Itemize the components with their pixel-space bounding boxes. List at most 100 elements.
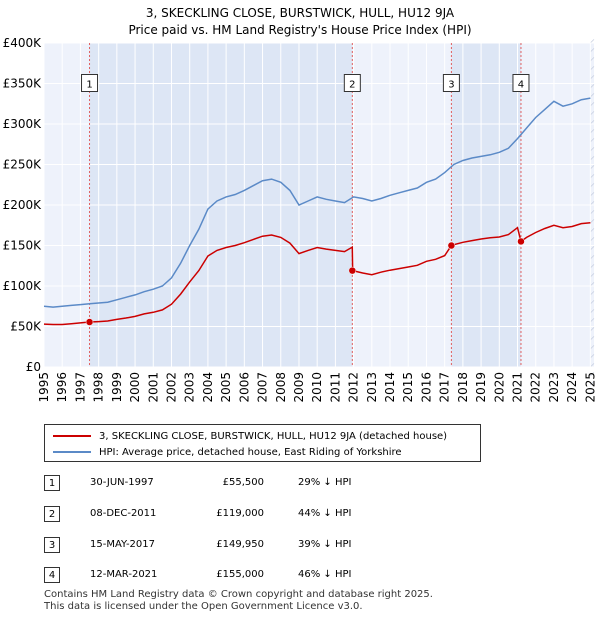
hatch-line: [590, 336, 595, 341]
legend-swatch-hpi: [53, 451, 91, 453]
hatch-line: [590, 363, 595, 368]
hatch-line: [590, 147, 595, 152]
y-tick-label: £100K: [3, 279, 43, 293]
x-tick-label: 1997: [73, 372, 87, 403]
transaction-date: 08-DEC-2011: [90, 508, 157, 519]
hatch-line: [590, 309, 595, 314]
y-tick-label: £50K: [10, 320, 42, 334]
hatch-line: [590, 66, 595, 71]
x-tick-label: 2004: [201, 372, 215, 403]
y-tick-label: £150K: [3, 239, 43, 253]
legend-label-property: 3, SKECKLING CLOSE, BURSTWICK, HULL, HU1…: [99, 430, 448, 442]
x-tick-label: 2021: [511, 372, 525, 403]
x-tick-label: 2009: [292, 372, 306, 403]
x-tick-label: 2010: [310, 372, 324, 403]
hatch-line: [590, 84, 595, 89]
sale-marker-label: 3: [448, 80, 454, 91]
hatch-line: [590, 201, 595, 206]
hatch-line: [590, 210, 595, 215]
hatch-line: [590, 192, 595, 197]
footer-licence: This data is licensed under the Open Gov…: [44, 601, 363, 612]
x-tick-label: 2017: [438, 372, 452, 403]
x-tick-label: 2007: [256, 372, 270, 403]
legend-label-hpi: HPI: Average price, detached house, East…: [99, 446, 402, 458]
legend-item-property: 3, SKECKLING CLOSE, BURSTWICK, HULL, HU1…: [53, 428, 447, 444]
legend-swatch-property: [53, 435, 91, 437]
transaction-date: 15-MAY-2017: [90, 539, 156, 550]
x-tick-label: 2006: [237, 372, 251, 403]
hatch-line: [590, 93, 595, 98]
hatch-line: [590, 282, 595, 287]
y-tick-label: £300K: [3, 117, 43, 131]
x-tick-label: 2013: [365, 372, 379, 403]
legend-item-hpi: HPI: Average price, detached house, East…: [53, 444, 402, 460]
hatch-line: [590, 228, 595, 233]
sale-marker-label: 1: [86, 80, 92, 91]
x-tick-label: 2005: [219, 372, 233, 403]
hatch-line: [590, 57, 595, 62]
hatch-line: [590, 327, 595, 332]
hatch-line: [590, 156, 595, 161]
sale-marker-box: [512, 74, 530, 92]
sale-marker-box: [81, 74, 99, 92]
hatch-line: [590, 246, 595, 251]
x-tick-label: 2003: [183, 372, 197, 403]
hatch-line: [590, 174, 595, 179]
transaction-number: 1: [44, 475, 60, 491]
chart-title: 3, SKECKLING CLOSE, BURSTWICK, HULL, HU1…: [145, 6, 455, 20]
transaction-hpi-diff: 44% ↓ HPI: [298, 508, 352, 519]
x-tick-label: 2022: [529, 372, 543, 403]
x-tick-label: 2002: [164, 372, 178, 403]
sale-marker-box: [343, 74, 361, 92]
y-tick-label: £350K: [3, 77, 43, 91]
x-tick-label: 2016: [419, 372, 433, 403]
hatch-line: [590, 345, 595, 350]
transaction-number: 4: [44, 567, 60, 583]
hpi-series-line: [43, 97, 591, 308]
x-tick-label: 2020: [492, 372, 506, 403]
y-tick-label: £200K: [3, 198, 43, 212]
x-tick-label: 1999: [110, 372, 124, 403]
x-tick-label: 2000: [128, 372, 142, 403]
transaction-hpi-diff: 29% ↓ HPI: [298, 477, 352, 488]
legend: 3, SKECKLING CLOSE, BURSTWICK, HULL, HU1…: [44, 424, 481, 462]
sale-marker-box: [442, 74, 460, 92]
transaction-price: £55,500: [222, 477, 264, 488]
x-tick-label: 1995: [37, 372, 51, 403]
x-tick-label: 2024: [565, 372, 579, 403]
hatch-line: [590, 390, 595, 395]
hatch-line: [590, 291, 595, 296]
y-tick-label: £400K: [3, 36, 43, 50]
hatch-line: [590, 381, 595, 386]
transaction-hpi-diff: 46% ↓ HPI: [298, 569, 352, 580]
hatch-line: [590, 372, 595, 377]
x-tick-label: 2012: [347, 372, 361, 403]
hatch-line: [590, 39, 595, 44]
hatch-line: [590, 354, 595, 359]
hatch-line: [590, 129, 595, 134]
x-tick-label: 2019: [474, 372, 488, 403]
hatch-line: [590, 318, 595, 323]
sale-marker-label: 2: [349, 80, 355, 91]
x-tick-label: 2008: [274, 372, 288, 403]
hatch-line: [590, 273, 595, 278]
x-tick-label: 2025: [583, 372, 597, 403]
footer-copyright: Contains HM Land Registry data © Crown c…: [44, 589, 433, 600]
property-series-line: [43, 222, 591, 326]
hatch-line: [590, 75, 595, 80]
hatch-line: [590, 264, 595, 269]
hatch-line: [590, 165, 595, 170]
transaction-date: 30-JUN-1997: [90, 477, 154, 488]
chart-subtitle: Price paid vs. HM Land Registry's House …: [128, 23, 472, 37]
sale-marker-label: 4: [518, 80, 524, 91]
x-tick-label: 2011: [328, 372, 342, 403]
hatch-line: [590, 138, 595, 143]
sale-point: [447, 241, 456, 250]
hatch-line: [590, 255, 595, 260]
x-tick-label: 1996: [55, 372, 69, 403]
x-tick-label: 2014: [383, 372, 397, 403]
hatch-line: [590, 102, 595, 107]
x-tick-label: 1998: [92, 372, 106, 403]
transaction-hpi-diff: 39% ↓ HPI: [298, 539, 352, 550]
hatch-line: [590, 237, 595, 242]
